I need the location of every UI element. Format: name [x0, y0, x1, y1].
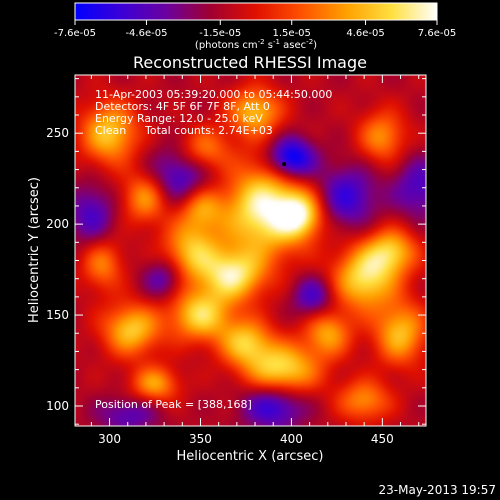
- x-tick-label: 450: [371, 432, 394, 446]
- annotation-clean: Clean: [95, 124, 126, 137]
- heatmap-image: [75, 75, 426, 426]
- footer-date: 23-May-2013 19:57: [379, 483, 496, 497]
- plot-frame: [74, 74, 427, 427]
- y-tick-label: 150: [46, 308, 69, 322]
- colorbar-ticks: -7.6e-05 -4.6e-05 -1.5e-05 1.5e-05 4.6e-05 7.…: [54, 20, 456, 39]
- y-tick-label: 200: [46, 217, 69, 231]
- annotation-counts: Total counts: 2.74E+03: [144, 124, 273, 137]
- y-tick-label: 250: [46, 126, 69, 140]
- colorbar-tick-label: -4.6e-05: [125, 28, 167, 39]
- annotation-time: 11-Apr-2003 05:39:20.000 to 05:44:50.000: [95, 88, 332, 101]
- axis-ticks: 300 350 400 450 100 150 200 250: [46, 75, 426, 446]
- colorbar-tick-label: 1.5e-05: [273, 28, 311, 39]
- annotations: 11-Apr-2003 05:39:20.000 to 05:44:50.000…: [95, 88, 332, 411]
- plot-title: Reconstructed RHESSI Image: [133, 53, 367, 72]
- y-axis-title: Heliocentric Y (arcsec): [27, 177, 42, 323]
- colorbar-tick-label: -7.6e-05: [54, 28, 96, 39]
- colorbar-unit: (photons cm-2 s-1 asec-2): [195, 38, 317, 51]
- annotation-energy: Energy Range: 12.0 - 25.0 keV: [95, 112, 263, 125]
- x-tick-label: 400: [280, 432, 303, 446]
- x-tick-label: 300: [98, 432, 121, 446]
- marked-point: [282, 162, 287, 167]
- x-tick-label: 350: [189, 432, 212, 446]
- annotation-detectors: Detectors: 4F 5F 6F 7F 8F, Att 0: [95, 100, 270, 113]
- colorbar-tick-label: -1.5e-05: [199, 28, 241, 39]
- colorbar-tick-label: 4.6e-05: [346, 28, 384, 39]
- x-axis-title: Heliocentric X (arcsec): [177, 449, 324, 464]
- y-tick-label: 100: [46, 399, 69, 413]
- colorbar: [74, 2, 438, 21]
- colorbar-tick-label: 7.6e-05: [418, 28, 456, 39]
- annotation-peak: Position of Peak = [388,168]: [95, 398, 252, 411]
